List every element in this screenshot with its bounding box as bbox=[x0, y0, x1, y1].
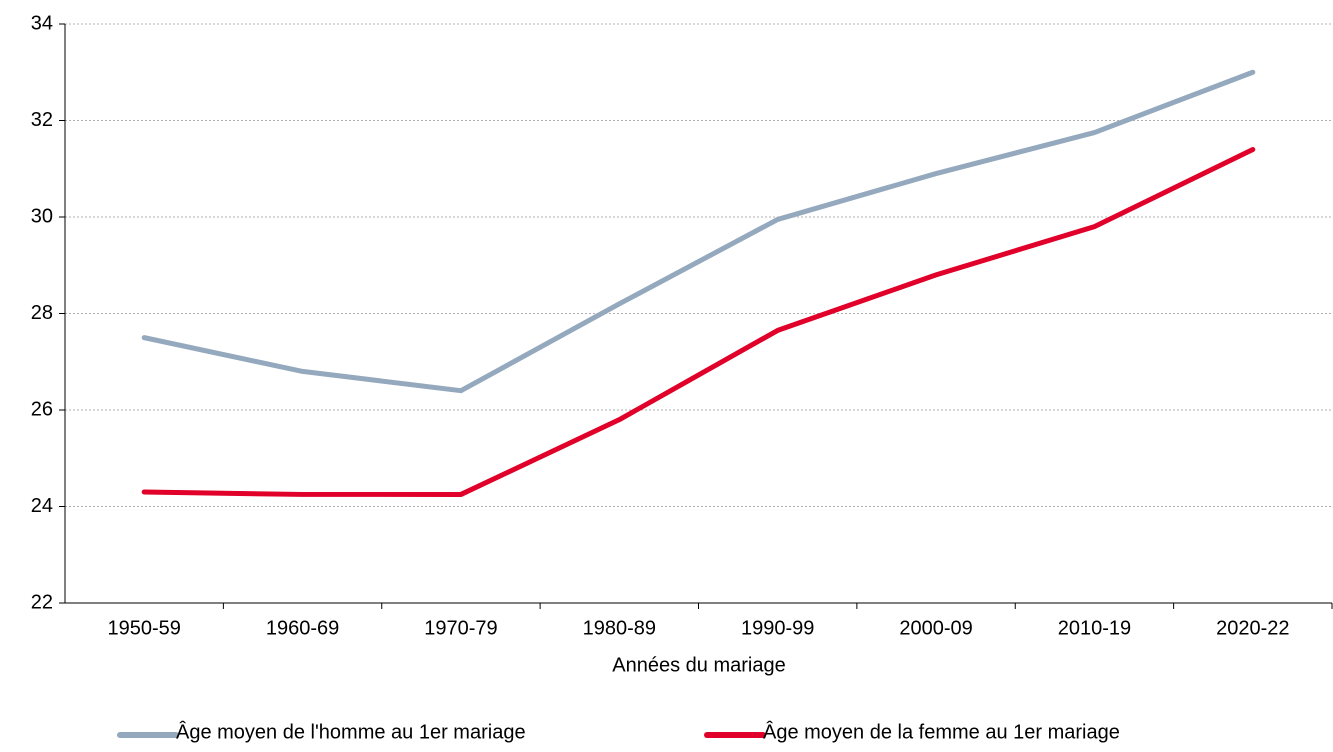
y-tick-label: 30 bbox=[31, 205, 53, 227]
legend-label: Âge moyen de la femme au 1er mariage bbox=[763, 720, 1120, 743]
x-tick-label: 1980-89 bbox=[583, 617, 656, 639]
y-tick-label: 24 bbox=[31, 495, 53, 517]
x-tick-label: 2020-22 bbox=[1216, 617, 1289, 639]
y-tick-label: 32 bbox=[31, 109, 53, 131]
y-tick-label: 26 bbox=[31, 398, 53, 420]
x-axis-label: Années du mariage bbox=[612, 654, 785, 676]
x-tick-label: 1960-69 bbox=[266, 617, 339, 639]
series-line bbox=[141, 69, 1256, 394]
x-tick-label: 1970-79 bbox=[424, 617, 497, 639]
series-line bbox=[141, 146, 1256, 497]
y-tick-label: 22 bbox=[31, 591, 53, 613]
legend-label: Âge moyen de l'homme au 1er mariage bbox=[176, 720, 526, 743]
x-tick-label: 2000-09 bbox=[899, 617, 972, 639]
x-tick-label: 2010-19 bbox=[1058, 617, 1131, 639]
y-tick-label: 34 bbox=[31, 12, 53, 34]
x-tick-label: 1950-59 bbox=[107, 617, 180, 639]
x-tick-label: 1990-99 bbox=[741, 617, 814, 639]
y-tick-label: 28 bbox=[31, 302, 53, 324]
